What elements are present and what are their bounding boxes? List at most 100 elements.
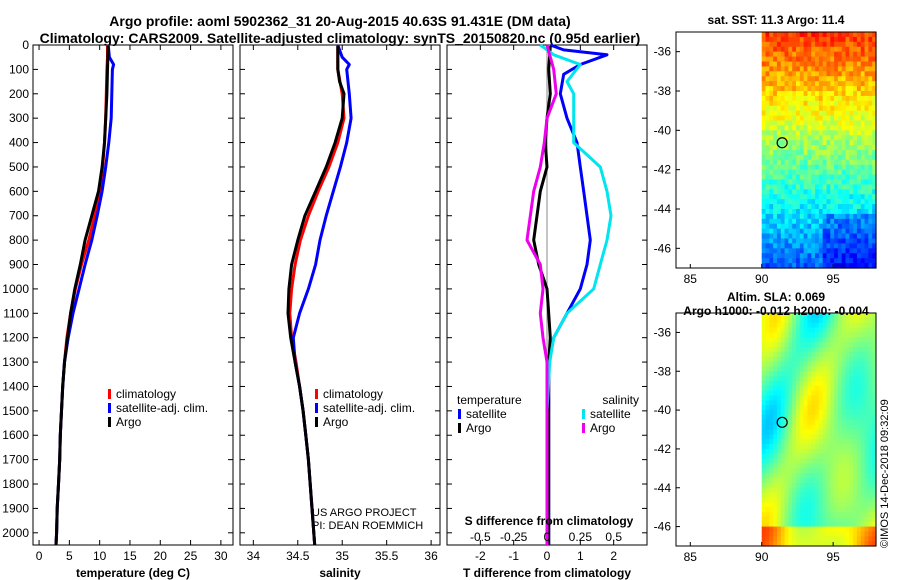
legend-title-salinity: salinity	[602, 393, 639, 407]
figure-title-line1: Argo profile: aoml 5902362_31 20-Aug-201…	[109, 13, 571, 29]
y-tick-label: 400	[9, 136, 29, 150]
y-tick-label: 1700	[2, 453, 29, 467]
legend-swatch	[315, 417, 318, 427]
y-tick-label: 600	[9, 184, 29, 198]
plot-frame-salinity	[239, 44, 441, 546]
series-line-climatology	[54, 45, 109, 546]
legend-label: Argo	[590, 421, 616, 435]
legend-title-temperature: temperature	[457, 393, 522, 407]
map-y-tick-label: -46	[654, 241, 672, 255]
legend-swatch	[582, 423, 585, 433]
map-y-tick-label: -42	[654, 163, 672, 177]
x2-tick-label: -0.5	[470, 530, 491, 544]
map-y-tick-label: -44	[654, 202, 672, 216]
map-y-tick-label: -38	[654, 364, 672, 378]
y-tick-label: 1400	[2, 379, 29, 393]
legend-swatch	[108, 389, 111, 399]
legend-label: Argo	[323, 415, 349, 429]
credit-line: PI: DEAN ROEMMICH	[312, 520, 423, 532]
float-location-marker	[776, 137, 788, 149]
legend-swatch	[582, 409, 585, 419]
map-x-tick-label: 85	[684, 272, 698, 286]
legend-swatch	[458, 409, 461, 419]
legend-swatch	[315, 403, 318, 413]
watermark: ©IMOS 14-Dec-2018 09:32:09	[879, 399, 891, 548]
y-tick-label: 1900	[2, 501, 29, 515]
x-tick-label: 0	[36, 549, 43, 563]
x-tick-label: 35	[336, 549, 350, 563]
y-tick-label: 1500	[2, 404, 29, 418]
x-tick-label: -1	[508, 549, 519, 563]
sla-map-frame	[675, 312, 877, 547]
plot-frame-temperature	[32, 44, 234, 546]
series-line-climatology	[288, 45, 346, 546]
series-line-argo	[286, 46, 346, 546]
series-line-argo	[54, 46, 110, 546]
series-line-t-argo	[532, 46, 552, 545]
legend-label: satellite-adj. clim.	[323, 401, 415, 415]
y-tick-label: 1000	[2, 282, 29, 296]
map-x-tick-label: 90	[755, 550, 769, 564]
x-tick-label: 34.5	[286, 549, 310, 563]
x2-tick-label: -0.25	[500, 530, 528, 544]
y-tick-label: 200	[9, 87, 29, 101]
series-line-s-satellite	[539, 43, 613, 545]
map-x-tick-label: 95	[826, 272, 840, 286]
y-tick-label: 300	[9, 111, 29, 125]
legend-swatch	[315, 389, 318, 399]
credit-line: US ARGO PROJECT	[312, 507, 417, 519]
legend-label: Argo	[116, 415, 142, 429]
y-tick-label: 900	[9, 258, 29, 272]
x-tick-label: 0	[544, 549, 551, 563]
x2-axis-label: S difference from climatology	[465, 514, 634, 528]
map-title-sla: Altim. SLA: 0.069	[727, 290, 825, 304]
x-tick-label: 15	[123, 549, 137, 563]
sla-field	[761, 313, 877, 547]
map-y-tick-label: -42	[654, 442, 672, 456]
legend-label: Argo	[466, 421, 492, 435]
y-tick-label: 700	[9, 209, 29, 223]
x-axis-label: salinity	[319, 566, 361, 580]
legend-swatch	[108, 403, 111, 413]
x2-tick-label: 0.25	[569, 530, 593, 544]
map-y-tick-label: -40	[654, 123, 672, 137]
map-x-tick-label: 95	[826, 550, 840, 564]
legend-label: satellite-adj. clim.	[116, 401, 208, 415]
map-y-tick-label: -46	[654, 520, 672, 534]
y-tick-label: 1300	[2, 355, 29, 369]
x-tick-label: 35.5	[375, 549, 399, 563]
sst-field	[761, 32, 877, 269]
map-y-tick-label: -38	[654, 84, 672, 98]
x-tick-label: 2	[610, 549, 617, 563]
legend-swatch	[108, 417, 111, 427]
x2-tick-label: 0	[544, 530, 551, 544]
map-y-tick-label: -40	[654, 403, 672, 417]
x-tick-label: 10	[93, 549, 107, 563]
x2-tick-label: 0.5	[605, 530, 622, 544]
map-subtitle-sla: Argo h1000: -0.012 h2000: -0.004	[683, 304, 869, 318]
y-tick-label: 2000	[2, 526, 29, 540]
series-line-t-satellite	[547, 43, 609, 545]
x-tick-label: 20	[154, 549, 168, 563]
x-tick-label: 36	[424, 549, 438, 563]
x-tick-label: 25	[184, 549, 198, 563]
x-tick-label: -2	[475, 549, 486, 563]
legend-label: climatology	[116, 387, 176, 401]
map-title-sst: sat. SST: 11.3 Argo: 11.4	[708, 13, 845, 27]
figure-title-line2: Climatology: CARS2009. Satellite-adjuste…	[39, 30, 641, 46]
x-axis-label: temperature (deg C)	[76, 566, 190, 580]
y-tick-label: 1200	[2, 331, 29, 345]
map-y-tick-label: -36	[654, 45, 672, 59]
legend-label: climatology	[323, 387, 383, 401]
y-tick-label: 1100	[3, 306, 29, 320]
y-tick-label: 800	[9, 233, 29, 247]
y-tick-label: 1600	[2, 428, 29, 442]
map-y-tick-label: -44	[654, 481, 672, 495]
series-line-s-argo	[525, 44, 558, 545]
map-x-tick-label: 85	[684, 550, 698, 564]
y-tick-label: 500	[9, 160, 29, 174]
x-tick-label: 5	[66, 549, 73, 563]
legend-label: satellite	[466, 407, 507, 421]
y-tick-label: 0	[22, 38, 29, 52]
